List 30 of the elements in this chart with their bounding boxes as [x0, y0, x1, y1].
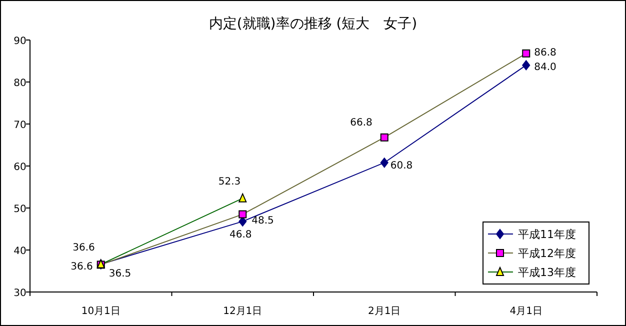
y-tick-label: 90	[14, 36, 26, 47]
y-tick-label: 40	[14, 246, 26, 257]
point	[522, 60, 530, 70]
point	[522, 49, 530, 58]
data-label: 36.6	[72, 242, 95, 254]
legend-label: 平成11年度	[518, 228, 576, 241]
point	[380, 158, 388, 168]
y-tick-label: 60	[14, 162, 26, 173]
data-label: 36.5	[108, 268, 132, 280]
data-label: 52.3	[218, 176, 241, 188]
data-label: 84.0	[534, 62, 556, 74]
x-tick-label: 10月1日	[81, 306, 120, 317]
data-label: 36.6	[70, 261, 93, 272]
legend-label: 平成13年度	[518, 266, 576, 279]
x-tick-label: 2月1日	[368, 306, 401, 317]
data-label: 46.8	[229, 229, 252, 240]
y-tick-label: 30	[14, 288, 26, 299]
data-label: 60.8	[390, 160, 413, 172]
y-tick-label: 70	[14, 120, 26, 131]
data-label: 66.8	[350, 117, 372, 128]
x-tick-label: 4月1日	[510, 306, 542, 317]
x-tick-label: 12月1日	[223, 306, 262, 317]
data-label: 48.5	[252, 215, 274, 226]
chart-title: 内定(就職)率の推移 (短大 女子)	[208, 16, 418, 32]
point	[380, 133, 388, 142]
y-tick-label: 50	[14, 204, 26, 215]
point	[238, 210, 247, 218]
data-label: 86.8	[534, 47, 556, 58]
y-tick-label: 80	[14, 78, 26, 89]
legend-label: 平成12年度	[518, 247, 576, 260]
